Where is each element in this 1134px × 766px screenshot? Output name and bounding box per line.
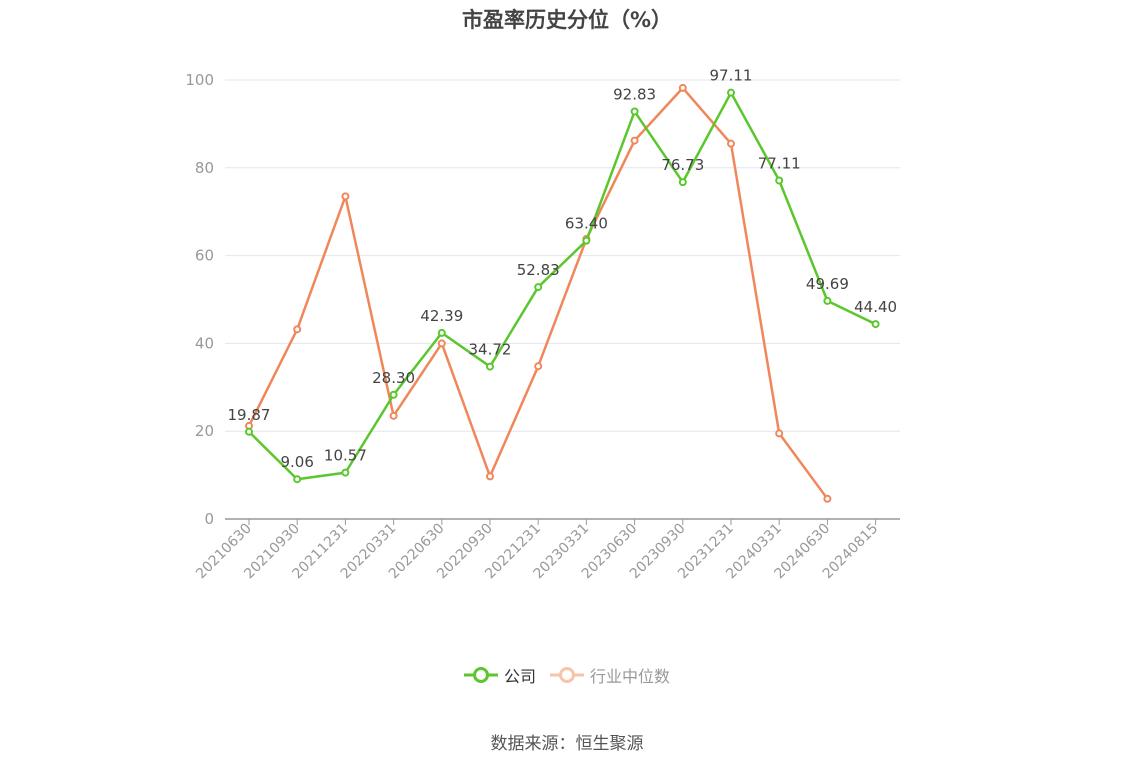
data-label-company: 52.83 <box>517 261 560 279</box>
y-tick-label: 80 <box>195 159 214 177</box>
data-point-industry <box>727 139 735 148</box>
data-point-company <box>389 390 398 399</box>
series-line-industry <box>247 86 829 500</box>
chart-title: 市盈率历史分位（%） <box>461 8 673 32</box>
data-point-industry <box>678 83 687 92</box>
data-point-industry <box>486 472 494 481</box>
data-label-company: 28.30 <box>372 369 415 387</box>
legend-item-industry[interactable]: 行业中位数 <box>550 663 670 687</box>
data-point-company <box>678 178 687 187</box>
data-label-company: 19.87 <box>228 406 271 424</box>
data-point-company <box>245 427 253 436</box>
data-source: 数据来源：恒生聚源 <box>490 734 644 754</box>
data-point-company <box>871 320 880 329</box>
data-point-company <box>630 107 639 116</box>
data-point-industry <box>341 192 350 201</box>
data-point-company <box>775 176 784 185</box>
data-point-industry <box>293 325 302 334</box>
data-label-company: 76.73 <box>661 156 704 174</box>
data-point-company <box>582 236 591 245</box>
data-label-company: 63.40 <box>565 215 608 233</box>
legend-swatch-industry <box>550 667 584 683</box>
data-label-company: 34.72 <box>469 341 512 359</box>
y-tick-label: 60 <box>195 247 214 265</box>
data-point-company <box>534 283 543 292</box>
data-label-company: 77.11 <box>758 154 801 172</box>
data-label-company: 92.83 <box>613 85 656 103</box>
data-label-company: 49.69 <box>806 275 849 293</box>
y-tick-label: 20 <box>195 422 214 440</box>
legend-label-industry: 行业中位数 <box>590 667 671 686</box>
data-point-company <box>437 328 446 337</box>
data-point-company <box>293 475 302 484</box>
data-label-company: 10.57 <box>324 447 367 465</box>
legend-swatch-company <box>463 667 498 683</box>
data-label-company: 97.11 <box>710 67 753 85</box>
data-point-company <box>486 362 494 371</box>
y-tick-label: 0 <box>204 510 214 528</box>
data-point-industry <box>534 362 543 371</box>
y-tick-label: 40 <box>195 334 214 352</box>
data-point-industry <box>389 411 398 420</box>
data-point-industry <box>823 494 832 503</box>
data-label-company: 44.40 <box>854 298 897 316</box>
data-label-company: 42.39 <box>420 307 463 325</box>
data-point-industry <box>437 339 446 348</box>
data-point-company <box>341 468 350 477</box>
chart-legend: 公司 行业中位数 <box>0 663 1134 687</box>
legend-item-company[interactable]: 公司 <box>463 663 536 687</box>
y-tick-label: 100 <box>185 71 214 89</box>
data-label-company: 9.06 <box>280 453 313 471</box>
legend-label-company: 公司 <box>503 667 536 686</box>
data-point-company <box>727 88 735 97</box>
series-line-company <box>248 91 877 481</box>
data-point-industry <box>630 136 639 145</box>
data-point-company <box>823 296 832 305</box>
data-point-industry <box>775 429 784 438</box>
